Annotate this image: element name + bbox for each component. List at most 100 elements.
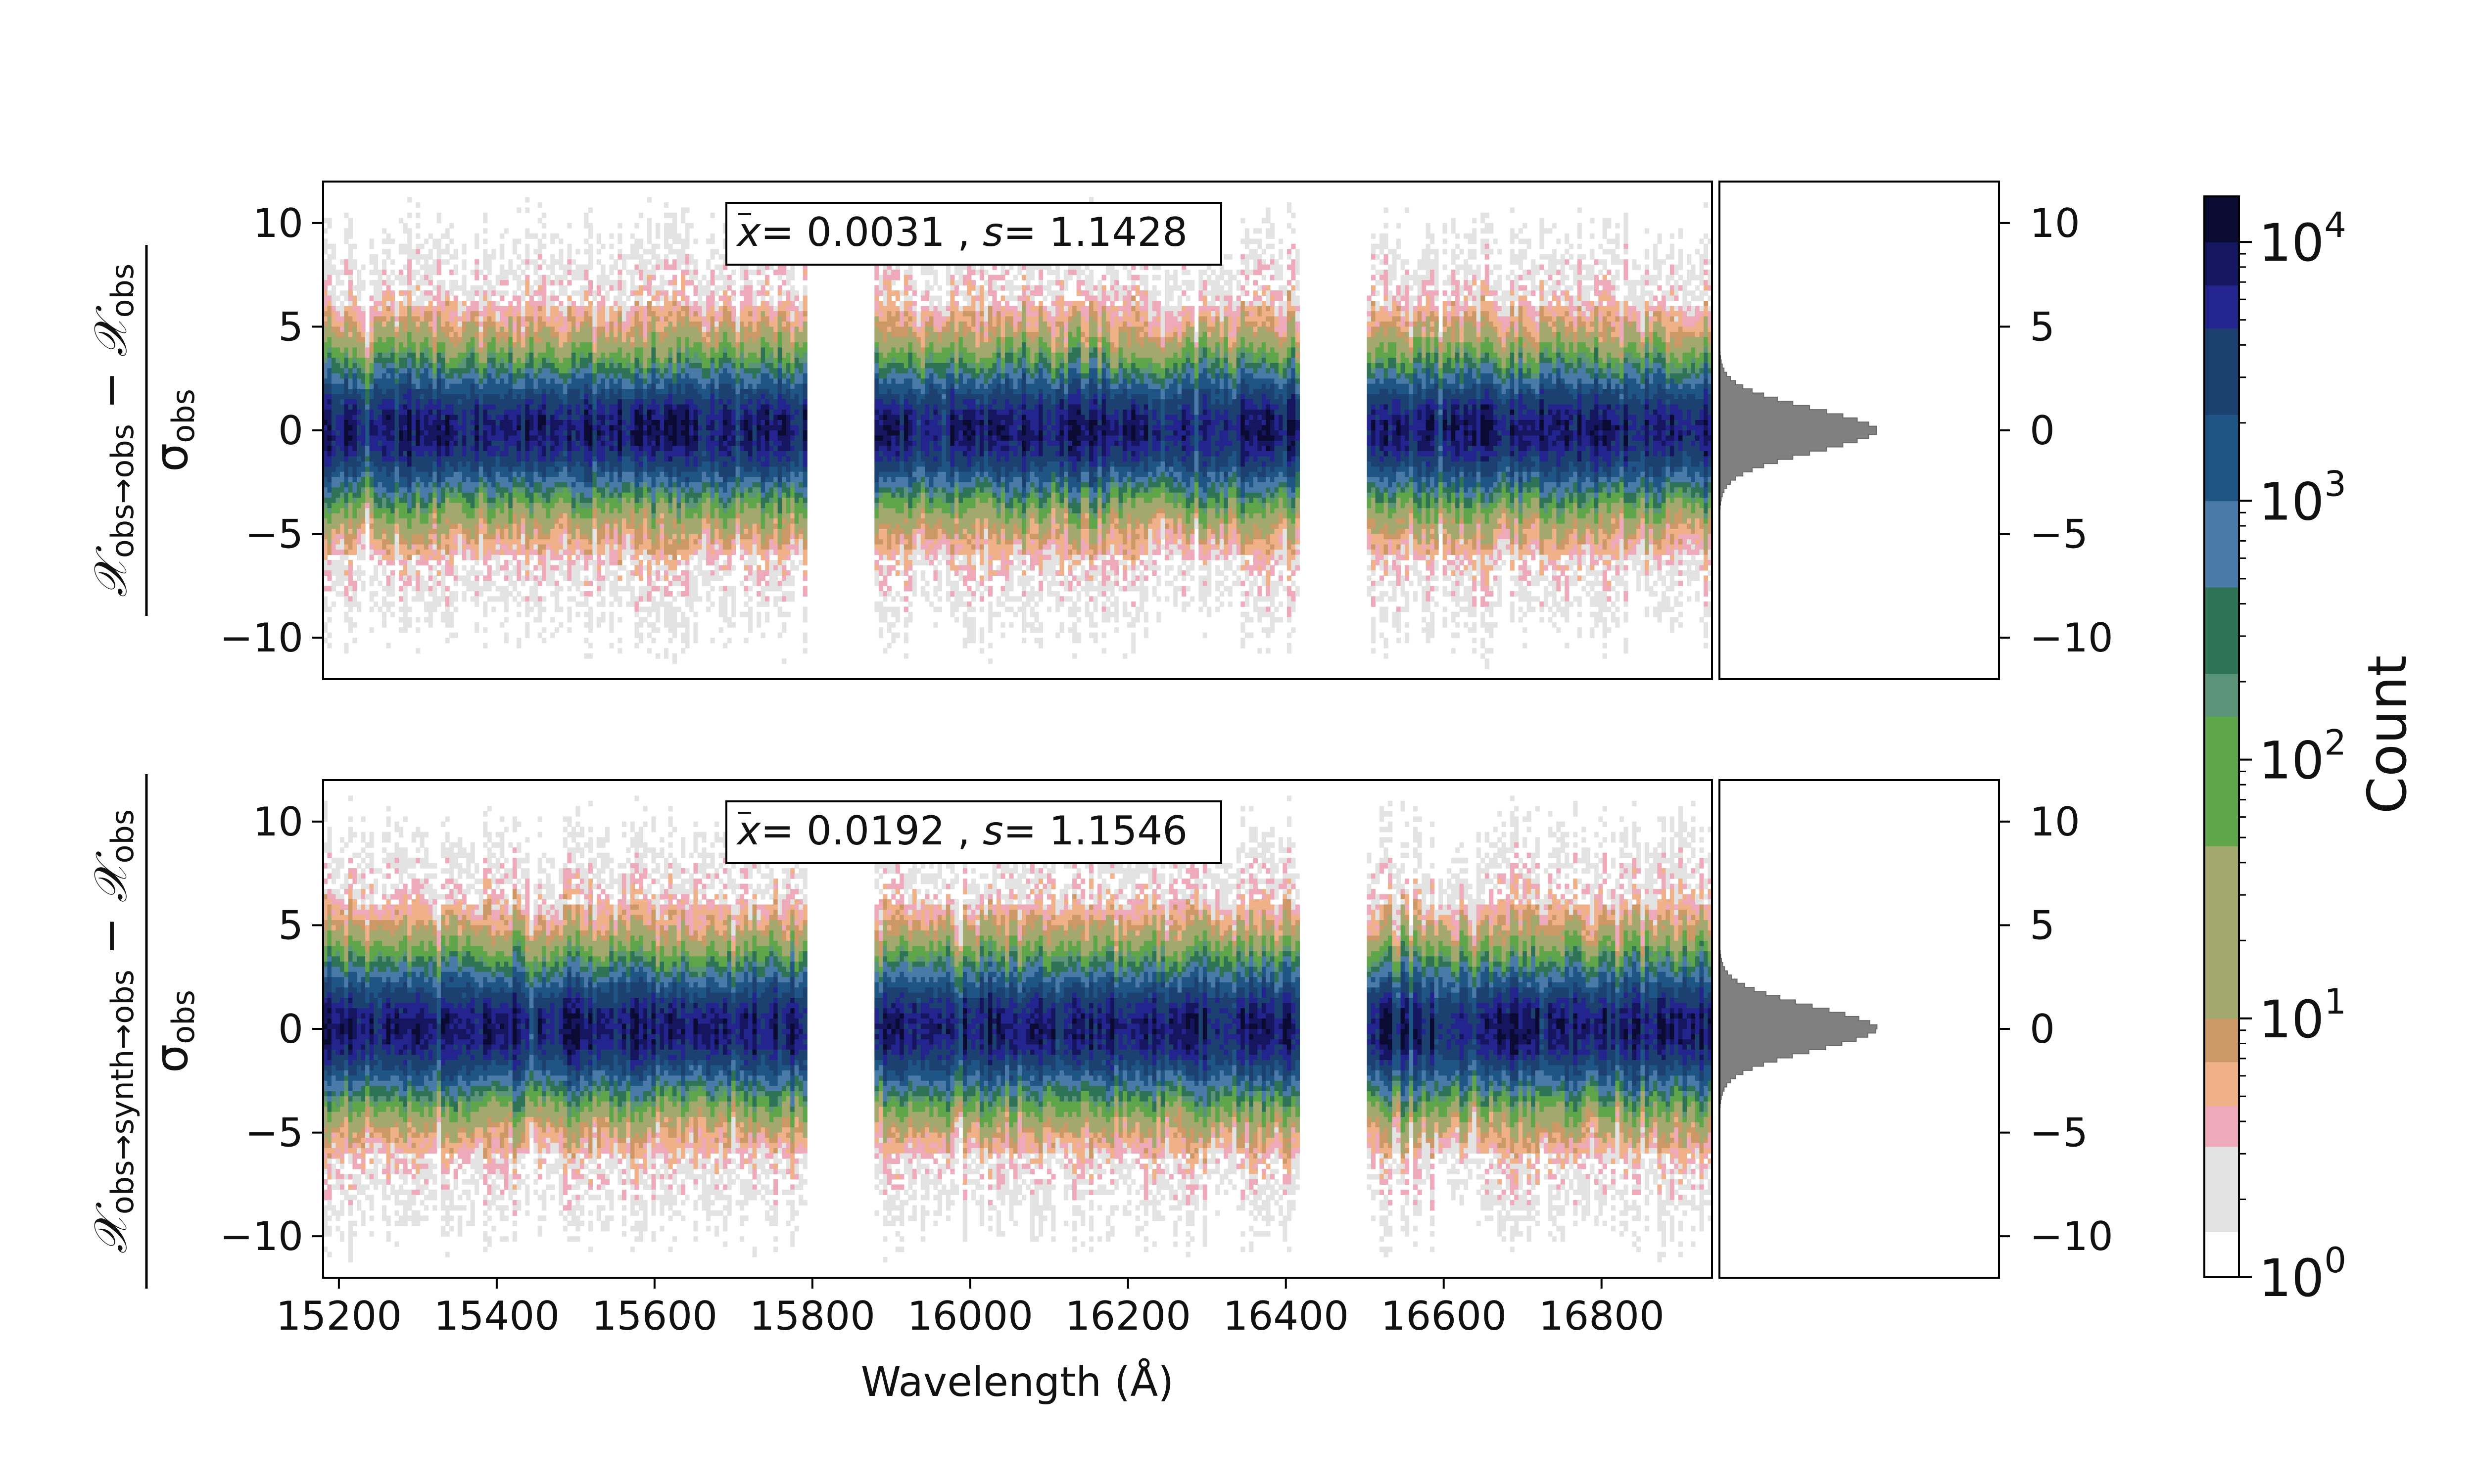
heatmap-cell xyxy=(533,456,538,462)
heatmap-cell xyxy=(478,529,483,535)
heatmap-cell xyxy=(533,233,538,239)
heatmap-cell xyxy=(634,611,639,617)
heatmap-cell xyxy=(483,228,488,234)
heatmap-cell xyxy=(554,606,559,612)
heatmap-cell xyxy=(643,394,648,400)
heatmap-cell xyxy=(651,295,656,301)
heatmap-cell xyxy=(621,529,626,535)
heatmap-cell xyxy=(554,389,559,395)
heatmap-cell xyxy=(634,523,639,529)
heatmap-cell xyxy=(361,513,366,519)
heatmap-cell xyxy=(420,410,425,416)
heatmap-cell xyxy=(374,337,379,343)
heatmap-cell xyxy=(613,596,618,602)
heatmap-cell xyxy=(340,399,345,405)
heatmap-cell xyxy=(618,466,622,472)
heatmap-cell xyxy=(512,275,517,280)
heatmap-cell xyxy=(592,321,597,327)
heatmap-cell xyxy=(517,565,522,571)
heatmap-cell xyxy=(579,503,584,509)
heatmap-cell xyxy=(466,378,471,384)
heatmap-cell xyxy=(374,316,379,322)
heatmap-cell xyxy=(521,565,525,571)
heatmap-cell xyxy=(458,383,463,389)
heatmap-cell xyxy=(626,295,631,301)
heatmap-cell xyxy=(348,575,353,581)
heatmap-cell xyxy=(399,461,404,467)
heatmap-cell xyxy=(357,461,362,467)
heatmap-cell xyxy=(533,425,538,431)
heatmap-cell xyxy=(424,503,429,509)
heatmap-cell xyxy=(441,321,446,327)
heatmap-cell xyxy=(542,368,547,374)
heatmap-cell xyxy=(579,529,584,535)
heatmap-cell xyxy=(601,270,606,276)
heatmap-cell xyxy=(630,539,635,545)
heatmap-cell xyxy=(458,539,463,545)
heatmap-cell xyxy=(618,415,622,420)
heatmap-cell xyxy=(554,487,559,493)
heatmap-cell xyxy=(491,410,496,416)
heatmap-cell xyxy=(584,342,589,348)
heatmap-cell xyxy=(357,565,362,571)
heatmap-cell xyxy=(390,420,395,426)
heatmap-cell xyxy=(571,503,576,509)
heatmap-cell xyxy=(596,326,601,332)
heatmap-cell xyxy=(575,342,580,348)
heatmap-cell xyxy=(424,290,429,296)
heatmap-cell xyxy=(344,617,349,623)
heatmap-cell xyxy=(643,513,648,519)
heatmap-cell xyxy=(605,430,610,436)
heatmap-cell xyxy=(466,498,471,504)
heatmap-cell xyxy=(647,611,652,617)
heatmap-cell xyxy=(357,326,362,332)
heatmap-cell xyxy=(386,233,391,239)
heatmap-cell xyxy=(361,264,366,270)
heatmap-cell xyxy=(428,254,433,260)
heatmap-cell xyxy=(647,415,652,420)
heatmap-cell xyxy=(500,565,505,571)
heatmap-cell xyxy=(546,560,551,566)
heatmap-cell xyxy=(478,373,483,379)
heatmap-cell xyxy=(533,518,538,524)
heatmap-cell xyxy=(327,570,332,576)
heatmap-cell xyxy=(592,550,597,556)
heatmap-cell xyxy=(647,503,652,509)
heatmap-cell xyxy=(390,461,395,467)
heatmap-cell xyxy=(491,534,496,540)
heatmap-cell xyxy=(365,331,370,337)
heatmap-cell xyxy=(537,301,542,307)
heatmap-cell xyxy=(424,394,429,400)
heatmap-cell xyxy=(424,466,429,472)
heatmap-cell xyxy=(647,238,652,244)
heatmap-cell xyxy=(630,529,635,535)
heatmap-cell xyxy=(458,378,463,384)
heatmap-cell xyxy=(335,270,340,276)
heatmap-cell xyxy=(550,306,555,312)
heatmap-cell xyxy=(453,404,458,410)
heatmap-cell xyxy=(348,223,353,229)
heatmap-cell xyxy=(478,383,483,389)
heatmap-cell xyxy=(445,228,450,234)
heatmap-cell xyxy=(344,471,349,477)
heatmap-cell xyxy=(487,259,492,265)
heatmap-cell xyxy=(348,378,353,384)
heatmap-cell xyxy=(643,466,648,472)
heatmap-cell xyxy=(491,249,496,255)
heatmap-cell xyxy=(361,352,366,358)
heatmap-cell xyxy=(504,275,509,280)
heatmap-cell xyxy=(420,368,425,374)
heatmap-cell xyxy=(533,378,538,384)
heatmap-cell xyxy=(588,378,593,384)
heatmap-cell xyxy=(554,316,559,322)
heatmap-cell xyxy=(428,383,433,389)
heatmap-cell xyxy=(588,394,593,400)
heatmap-cell xyxy=(394,518,399,524)
heatmap-cell xyxy=(462,518,467,524)
heatmap-cell xyxy=(542,503,547,509)
heatmap-cell xyxy=(344,503,349,509)
heatmap-cell xyxy=(352,529,357,535)
heatmap-cell xyxy=(621,544,626,550)
heatmap-cell xyxy=(487,337,492,343)
heatmap-cell xyxy=(495,280,500,286)
